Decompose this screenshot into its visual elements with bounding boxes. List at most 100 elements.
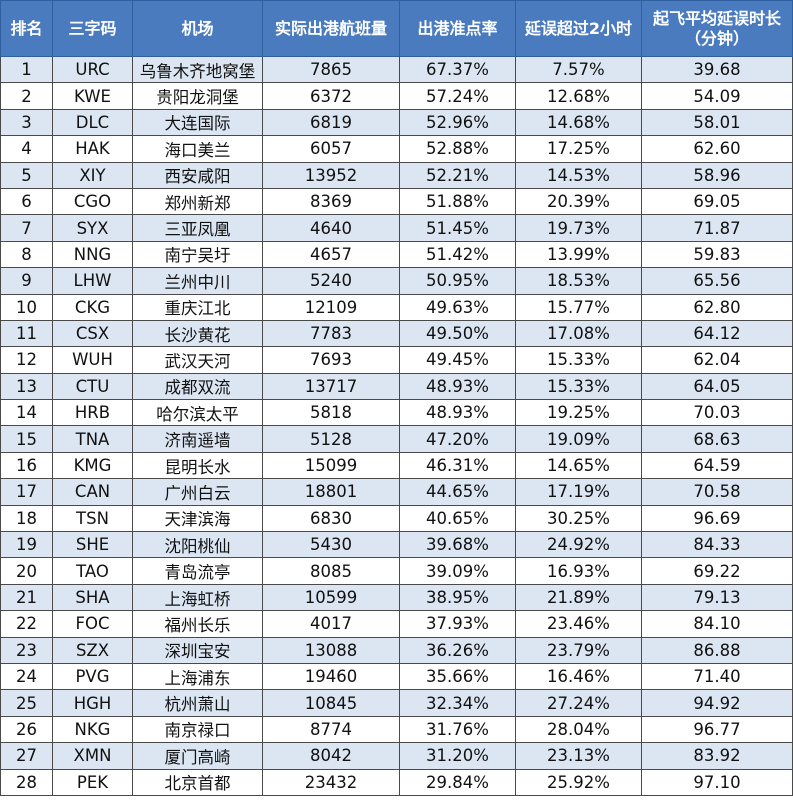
- cell-on-time-rate: 44.65%: [399, 478, 516, 506]
- cell-avg-delay: 58.96: [641, 161, 793, 189]
- table-row: 3 DLC 大连国际 6819 52.96% 14.68% 58.01: [0, 108, 793, 137]
- cell-departures: 7865: [262, 55, 400, 84]
- cell-delay-over-2h: 14.65%: [515, 451, 642, 480]
- cell-avg-delay: 71.87: [641, 214, 793, 242]
- cell-airport: 福州长乐: [132, 610, 263, 638]
- cell-departures: 6819: [262, 108, 400, 137]
- table-row: 19 SHE 沈阳桃仙 5430 39.68% 24.92% 84.33: [0, 531, 793, 559]
- cell-departures: 23432: [262, 768, 400, 796]
- cell-rank: 10: [0, 293, 53, 321]
- cell-iata-code: CAN: [52, 478, 133, 506]
- cell-avg-delay: 64.12: [641, 319, 793, 348]
- cell-avg-delay: 86.88: [641, 636, 793, 664]
- cell-rank: 28: [0, 768, 53, 796]
- cell-on-time-rate: 46.31%: [399, 451, 516, 480]
- cell-rank: 12: [0, 346, 53, 374]
- cell-departures: 5430: [262, 531, 400, 559]
- table-row: 17 CAN 广州白云 18801 44.65% 17.19% 70.58: [0, 478, 793, 506]
- cell-departures: 4657: [262, 240, 400, 269]
- table-row: 5 XIY 西安咸阳 13952 52.21% 14.53% 58.96: [0, 161, 793, 189]
- cell-rank: 19: [0, 531, 53, 559]
- cell-rank: 25: [0, 689, 53, 717]
- cell-avg-delay: 65.56: [641, 267, 793, 295]
- cell-iata-code: NKG: [52, 715, 133, 744]
- table-row: 12 WUH 武汉天河 7693 49.45% 15.33% 62.04: [0, 346, 793, 374]
- cell-delay-over-2h: 19.09%: [515, 425, 642, 453]
- cell-airport: 长沙黄花: [132, 319, 263, 348]
- cell-departures: 8042: [262, 742, 400, 770]
- cell-avg-delay: 62.80: [641, 293, 793, 321]
- cell-avg-delay: 64.59: [641, 451, 793, 480]
- cell-airport: 大连国际: [132, 108, 263, 137]
- cell-rank: 14: [0, 399, 53, 427]
- cell-avg-delay: 96.77: [641, 715, 793, 744]
- cell-airport: 郑州新郑: [132, 187, 263, 216]
- cell-departures: 10599: [262, 583, 400, 612]
- cell-airport: 兰州中川: [132, 267, 263, 295]
- cell-iata-code: NNG: [52, 240, 133, 269]
- cell-departures: 5240: [262, 267, 400, 295]
- cell-iata-code: SYX: [52, 214, 133, 242]
- cell-on-time-rate: 49.63%: [399, 293, 516, 321]
- cell-delay-over-2h: 17.08%: [515, 319, 642, 348]
- cell-rank: 24: [0, 662, 53, 691]
- table-body: 1 URC 乌鲁木齐地窝堡 7865 67.37% 7.57% 39.68 2 KWE 贵阳龙洞堡…: [0, 55, 793, 796]
- cell-on-time-rate: 49.45%: [399, 346, 516, 374]
- cell-delay-over-2h: 21.89%: [515, 583, 642, 612]
- table-row: 27 XMN 厦门高崎 8042 31.20% 23.13% 83.92: [0, 742, 793, 770]
- cell-avg-delay: 69.22: [641, 557, 793, 585]
- cell-airport: 广州白云: [132, 478, 263, 506]
- cell-avg-delay: 79.13: [641, 583, 793, 612]
- table-header: 排名 三字码 机场 实际出港航班量 出港准点率 延误超过2小时 起飞平均延误时长…: [0, 0, 793, 57]
- cell-airport: 青岛流亭: [132, 557, 263, 585]
- cell-departures: 5818: [262, 399, 400, 427]
- cell-departures: 13088: [262, 636, 400, 664]
- cell-iata-code: XMN: [52, 742, 133, 770]
- cell-rank: 1: [0, 55, 53, 84]
- table-row: 14 HRB 哈尔滨太平 5818 48.93% 19.25% 70.03: [0, 399, 793, 427]
- table-row: 28 PEK 北京首都 23432 29.84% 25.92% 97.10: [0, 768, 793, 796]
- cell-airport: 上海浦东: [132, 662, 263, 691]
- cell-on-time-rate: 52.96%: [399, 108, 516, 137]
- cell-on-time-rate: 31.20%: [399, 742, 516, 770]
- cell-on-time-rate: 67.37%: [399, 55, 516, 84]
- cell-delay-over-2h: 15.33%: [515, 372, 642, 401]
- cell-rank: 4: [0, 135, 53, 163]
- cell-delay-over-2h: 16.46%: [515, 662, 642, 691]
- cell-on-time-rate: 49.50%: [399, 319, 516, 348]
- cell-delay-over-2h: 15.77%: [515, 293, 642, 321]
- cell-departures: 18801: [262, 478, 400, 506]
- cell-departures: 7693: [262, 346, 400, 374]
- cell-delay-over-2h: 24.92%: [515, 531, 642, 559]
- cell-departures: 8085: [262, 557, 400, 585]
- cell-avg-delay: 58.01: [641, 108, 793, 137]
- cell-avg-delay: 70.03: [641, 399, 793, 427]
- header-departures: 实际出港航班量: [262, 0, 400, 57]
- cell-delay-over-2h: 19.25%: [515, 399, 642, 427]
- cell-delay-over-2h: 17.25%: [515, 135, 642, 163]
- cell-on-time-rate: 37.93%: [399, 610, 516, 638]
- cell-rank: 11: [0, 319, 53, 348]
- cell-avg-delay: 62.60: [641, 135, 793, 163]
- cell-iata-code: PVG: [52, 662, 133, 691]
- cell-rank: 27: [0, 742, 53, 770]
- cell-iata-code: CTU: [52, 372, 133, 401]
- table-row: 25 HGH 杭州萧山 10845 32.34% 27.24% 94.92: [0, 689, 793, 717]
- table-row: 6 CGO 郑州新郑 8369 51.88% 20.39% 69.05: [0, 187, 793, 216]
- header-avg-delay: 起飞平均延误时长 （分钟）: [641, 0, 793, 57]
- cell-on-time-rate: 40.65%: [399, 504, 516, 533]
- cell-delay-over-2h: 14.53%: [515, 161, 642, 189]
- cell-avg-delay: 94.92: [641, 689, 793, 717]
- table-row: 1 URC 乌鲁木齐地窝堡 7865 67.37% 7.57% 39.68: [0, 55, 793, 84]
- cell-avg-delay: 54.09: [641, 82, 793, 110]
- cell-on-time-rate: 51.88%: [399, 187, 516, 216]
- cell-iata-code: TAO: [52, 557, 133, 585]
- cell-rank: 17: [0, 478, 53, 506]
- cell-airport: 昆明长水: [132, 451, 263, 480]
- cell-delay-over-2h: 15.33%: [515, 346, 642, 374]
- cell-on-time-rate: 38.95%: [399, 583, 516, 612]
- header-rank: 排名: [0, 0, 53, 57]
- cell-iata-code: CGO: [52, 187, 133, 216]
- cell-iata-code: LHW: [52, 267, 133, 295]
